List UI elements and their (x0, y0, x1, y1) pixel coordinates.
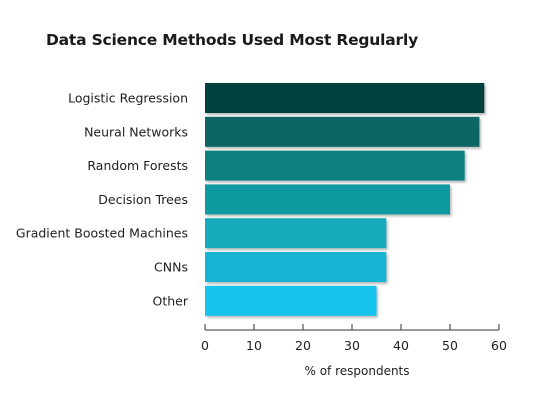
bar-gradient-boosted-machines (205, 218, 387, 249)
category-label: Logistic Regression (68, 91, 188, 106)
category-label: Other (153, 293, 189, 308)
x-tick-label: 60 (491, 338, 507, 353)
bar-logistic-regression (205, 83, 485, 113)
bar-cnns (205, 252, 387, 282)
x-tick-label: 30 (344, 338, 360, 353)
category-label: Random Forests (87, 158, 188, 173)
bars-group (205, 83, 485, 316)
category-label: CNNs (154, 260, 188, 275)
category-label: Neural Networks (84, 124, 188, 139)
x-axis-title: % of respondents (304, 364, 409, 378)
bar-random-forests (205, 150, 465, 181)
bar-decision-trees (205, 184, 450, 215)
chart-title: Data Science Methods Used Most Regularly (46, 31, 418, 49)
x-tick-label: 20 (295, 338, 311, 353)
bar-neural-networks (205, 116, 480, 147)
x-tick-label: 0 (201, 338, 209, 353)
x-tick-label: 10 (246, 338, 262, 353)
bar-other (205, 285, 377, 316)
x-tick-label: 40 (393, 338, 409, 353)
x-axis: 0 10 20 30 40 50 60 (201, 324, 507, 353)
category-label: Decision Trees (98, 192, 188, 207)
category-labels: Logistic Regression Neural Networks Random… (16, 91, 189, 309)
x-tick-label: 50 (442, 338, 458, 353)
category-label: Gradient Boosted Machines (16, 226, 188, 241)
